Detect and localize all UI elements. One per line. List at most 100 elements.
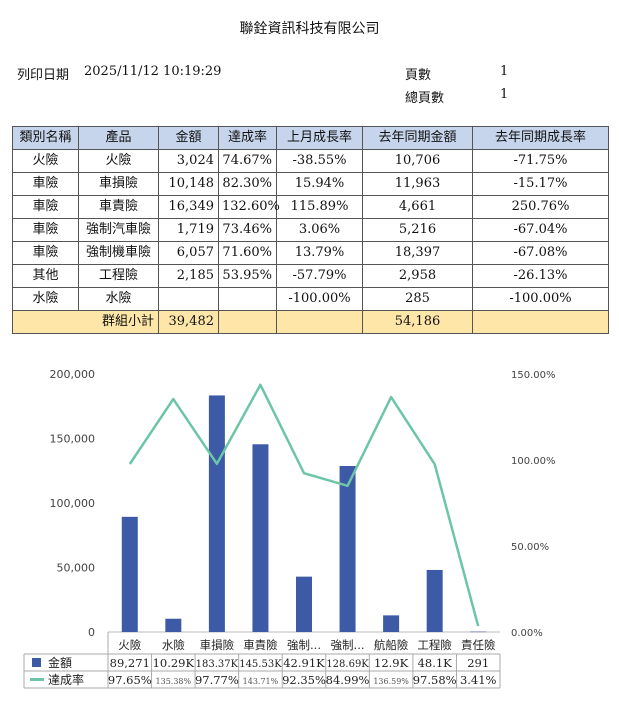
- bar-amount: [165, 618, 182, 632]
- data-label-achievement: 135.38%: [156, 677, 192, 686]
- cell-category: 車險: [12, 172, 79, 196]
- x-tick-label: 強制...: [287, 638, 321, 652]
- x-tick-label: 責任險: [461, 638, 496, 652]
- cell-mom-growth: 3.06%: [276, 218, 363, 242]
- cell-product: 火險: [78, 149, 159, 173]
- x-tick-label: 航船險: [374, 638, 409, 652]
- bar-amount: [208, 395, 225, 632]
- cell-mom-growth: 115.89%: [276, 195, 363, 219]
- bar-amount: [339, 465, 356, 632]
- subtotal-label: 群組小計: [12, 310, 159, 334]
- cell-last-year-amount: 5,216: [362, 218, 473, 242]
- data-label-achievement: 3.41%: [460, 673, 497, 687]
- cell-yoy-growth: -100.00%: [472, 287, 609, 311]
- data-label-amount: 48.1K: [418, 656, 453, 670]
- cell-category: 車險: [12, 241, 79, 265]
- bar-amount: [296, 576, 312, 632]
- subtotal-row: 群組小計 39,482 54,186: [12, 310, 609, 334]
- subtotal-empty: [276, 310, 363, 334]
- total-pages-value: 1: [500, 87, 509, 102]
- subtotal-last-year-amount: 54,186: [362, 310, 473, 334]
- cell-mom-growth: -38.55%: [276, 149, 363, 173]
- y-right-tick-label: 0.00%: [511, 628, 543, 639]
- cell-product: 工程險: [78, 264, 159, 288]
- table-header-row: 類別名稱 產品 金額 達成率 上月成長率 去年同期金額 去年同期成長率: [12, 126, 609, 150]
- report-table: 類別名稱 產品 金額 達成率 上月成長率 去年同期金額 去年同期成長率 火險 火險…: [12, 126, 609, 334]
- cell-mom-growth: 15.94%: [276, 172, 363, 196]
- cell-yoy-growth: 250.76%: [472, 195, 609, 219]
- y-left-tick-label: 100,000: [50, 497, 96, 510]
- subtotal-empty: [472, 310, 609, 334]
- cell-product: 水險: [78, 287, 159, 311]
- print-date-label: 列印日期: [17, 68, 70, 83]
- cell-yoy-growth: -67.08%: [472, 241, 609, 265]
- data-label-achievement: 136.59%: [373, 677, 409, 686]
- column-header-amount: 金額: [158, 126, 219, 150]
- data-label-achievement: 97.77%: [195, 673, 239, 687]
- line-achievement: [128, 383, 480, 627]
- cell-amount: 2,185: [158, 264, 219, 288]
- data-label-achievement: 92.35%: [282, 673, 326, 687]
- cell-last-year-amount: 10,706: [362, 149, 473, 173]
- y-left-tick-label: 150,000: [50, 433, 96, 446]
- legend-label-achievement: 達成率: [48, 672, 84, 687]
- cell-last-year-amount: 4,661: [362, 195, 473, 219]
- cell-last-year-amount: 2,958: [362, 264, 473, 288]
- cell-achievement: 74.67%: [218, 149, 277, 173]
- table-row: 車險 車責險 16,349 132.60% 115.89% 4,661 250.76%: [12, 195, 609, 219]
- y-left-tick-label: 0: [88, 626, 95, 639]
- y-left-tick-label: 200,000: [50, 368, 96, 381]
- cell-last-year-amount: 285: [362, 287, 473, 311]
- data-label-amount: 12.9K: [374, 656, 409, 670]
- table-row: 火險 火險 3,024 74.67% -38.55% 10,706 -71.75%: [12, 149, 609, 173]
- cell-category: 車險: [12, 195, 79, 219]
- bar-amount: [470, 631, 487, 633]
- data-label-amount: 145.53K: [239, 659, 282, 670]
- data-label-achievement: 143.71%: [243, 677, 279, 686]
- x-tick-label: 強制...: [331, 638, 365, 652]
- cell-product: 車責險: [78, 195, 159, 219]
- column-header-mom-growth: 上月成長率: [276, 126, 363, 150]
- cell-last-year-amount: 11,963: [362, 172, 473, 196]
- table-row: 車險 車損險 10,148 82.30% 15.94% 11,963 -15.17%: [12, 172, 609, 196]
- column-header-category: 類別名稱: [12, 126, 79, 150]
- subtotal-empty: [218, 310, 277, 334]
- cell-last-year-amount: 18,397: [362, 241, 473, 265]
- y-right-tick-label: 150.00%: [511, 370, 556, 381]
- cell-amount: 10,148: [158, 172, 219, 196]
- bar-amount: [121, 516, 138, 632]
- x-tick-label: 水險: [162, 638, 185, 652]
- column-header-product: 產品: [78, 126, 159, 150]
- cell-achievement: 71.60%: [218, 241, 277, 265]
- legend-swatch-amount: [32, 658, 41, 667]
- table-row: 車險 強制汽車險 1,719 73.46% 3.06% 5,216 -67.04%: [12, 218, 609, 242]
- column-header-last-year-amount: 去年同期金額: [362, 126, 473, 150]
- data-label-amount: 10.29K: [153, 656, 195, 670]
- data-label-amount: 183.37K: [196, 659, 239, 670]
- column-header-achievement: 達成率: [218, 126, 277, 150]
- page-value: 1: [500, 64, 509, 79]
- bar-amount: [426, 569, 443, 632]
- cell-achievement: 132.60%: [218, 195, 280, 219]
- company-title: 聯銓資訊科技有限公司: [239, 21, 380, 37]
- legend-label-amount: 金額: [48, 655, 72, 670]
- x-tick-label: 工程險: [417, 638, 452, 652]
- cell-product: 車損險: [78, 172, 159, 196]
- cell-category: 車險: [12, 218, 79, 242]
- cell-mom-growth: -100.00%: [276, 287, 363, 311]
- data-label-achievement: 97.65%: [108, 673, 152, 687]
- total-pages-label: 總頁數: [405, 91, 445, 106]
- data-label-amount: 42.91K: [283, 656, 325, 670]
- cell-amount: 16,349: [158, 195, 219, 219]
- data-label-achievement: 97.58%: [413, 673, 457, 687]
- subtotal-amount: 39,482: [158, 310, 219, 334]
- cell-achievement: 53.95%: [218, 264, 277, 288]
- page-label: 頁數: [405, 68, 432, 83]
- cell-yoy-growth: -71.75%: [472, 149, 609, 173]
- column-header-yoy-growth: 去年同期成長率: [472, 126, 609, 150]
- cell-product: 強制機車險: [78, 241, 159, 265]
- cell-mom-growth: -57.79%: [276, 264, 363, 288]
- cell-amount: [158, 287, 219, 311]
- cell-yoy-growth: -26.13%: [472, 264, 609, 288]
- cell-product: 強制汽車險: [78, 218, 159, 242]
